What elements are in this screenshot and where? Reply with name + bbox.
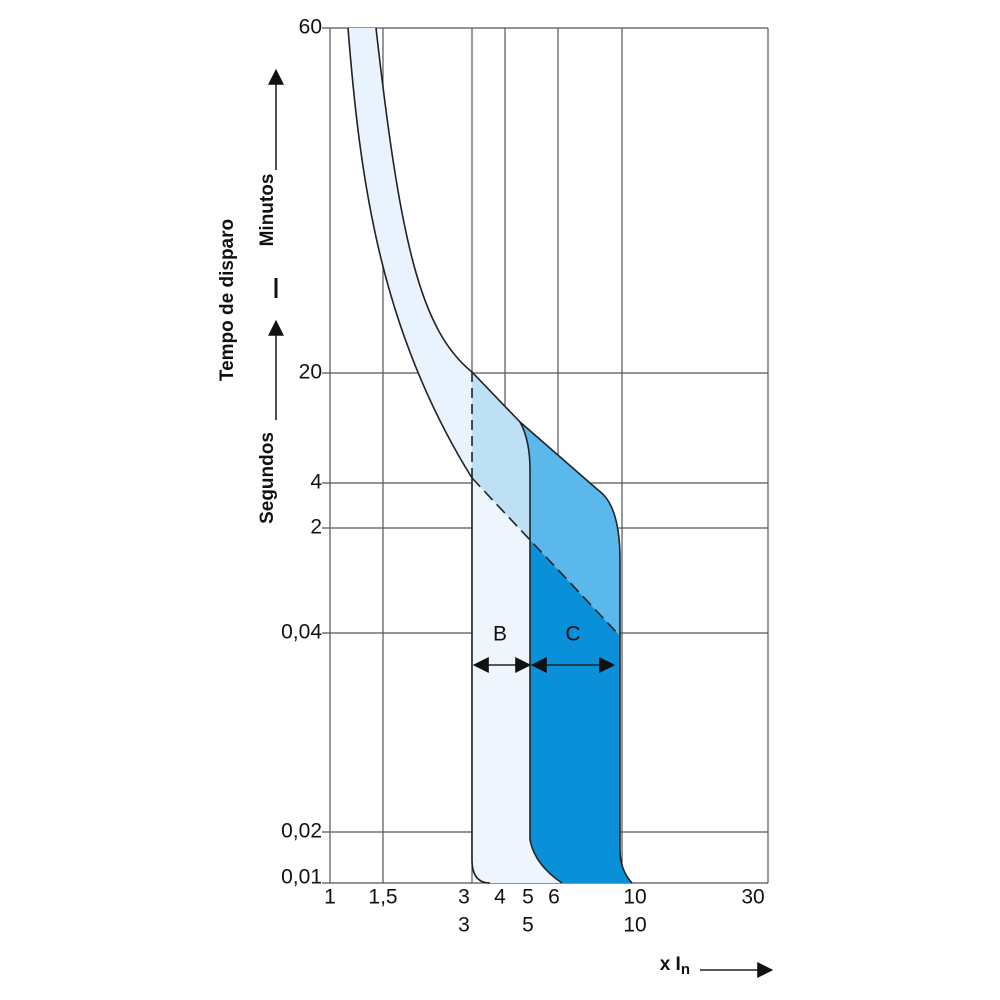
x-label: 6 [548,886,560,909]
x-label-2: 5 [522,914,534,937]
y-label: 2 [310,516,322,539]
x-title-sub: n [681,961,690,978]
x-label: 30 [741,886,764,909]
x-title-text: x I [660,954,681,975]
x-label: 1,5 [368,886,397,909]
label-b: B [493,623,507,646]
x-label: 3 [458,886,470,909]
label-c: C [565,623,580,646]
curves [347,27,633,884]
x-labels: 1 1,5 3 4 5 6 10 30 3 5 10 [324,886,765,937]
y-label: 0,02 [281,820,322,843]
y-label: 20 [299,361,322,384]
x-label-2: 10 [623,914,646,937]
x-title: x In [660,954,690,978]
minutes-label: Minutos [257,174,278,247]
x-label: 5 [522,886,534,909]
y-label: 60 [299,16,322,39]
y-label: 0,01 [281,866,322,889]
y-labels: 60 20 4 2 0,04 0,02 0,01 [281,16,322,889]
x-label-2: 3 [458,914,470,937]
x-label: 4 [494,886,506,909]
y-label: 0,04 [281,621,322,644]
seconds-label: Segundos [257,432,278,524]
y-label: 4 [310,471,322,494]
x-label: 10 [623,886,646,909]
x-label: 1 [324,886,336,909]
y-title: Tempo de disparo [217,219,238,381]
